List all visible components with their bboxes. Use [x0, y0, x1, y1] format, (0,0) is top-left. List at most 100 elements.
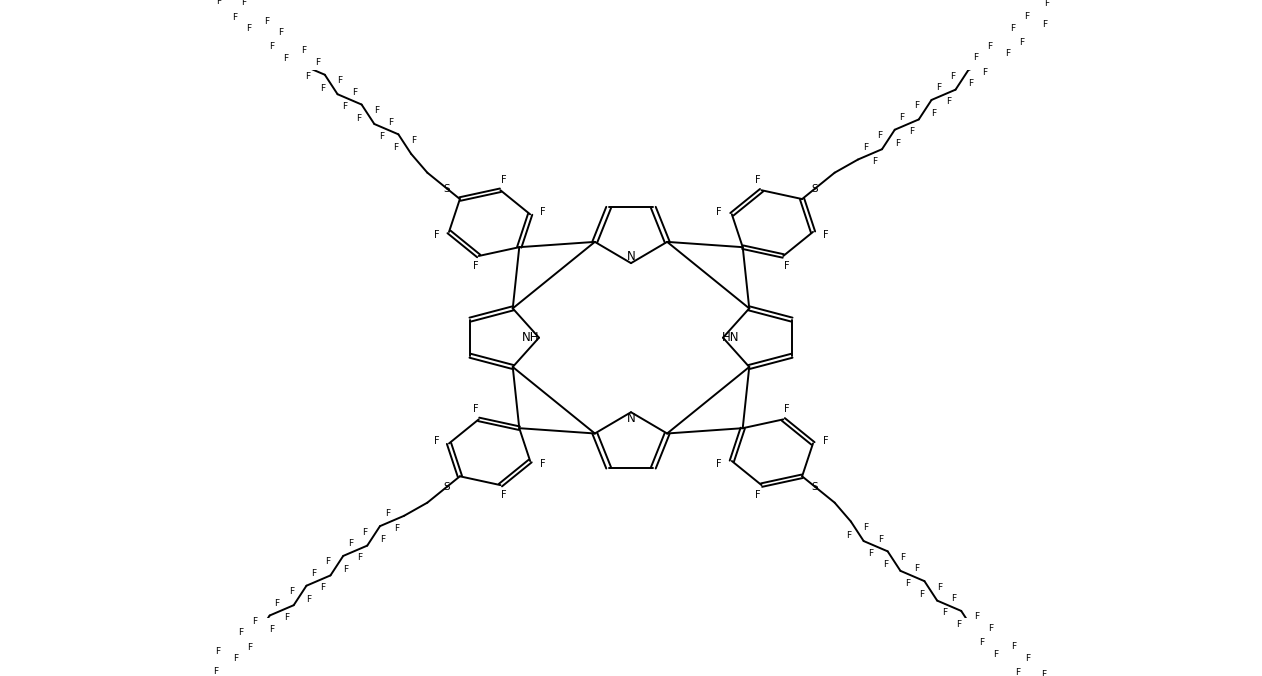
Text: F: F	[931, 109, 936, 118]
Text: NH: NH	[522, 331, 540, 344]
Text: F: F	[379, 132, 384, 141]
Text: F: F	[289, 587, 294, 596]
Text: F: F	[756, 175, 761, 185]
Text: F: F	[756, 490, 761, 500]
Text: F: F	[936, 83, 941, 92]
Text: F: F	[717, 207, 722, 216]
Text: F: F	[501, 490, 506, 500]
Text: F: F	[987, 42, 992, 51]
Text: F: F	[872, 157, 877, 166]
Text: F: F	[278, 28, 283, 37]
Text: N: N	[627, 250, 635, 263]
Text: F: F	[823, 436, 828, 445]
Text: F: F	[264, 17, 269, 26]
Text: F: F	[375, 106, 380, 115]
Text: F: F	[362, 527, 367, 537]
Text: F: F	[434, 230, 439, 240]
Text: F: F	[952, 594, 957, 603]
Text: F: F	[868, 549, 873, 558]
Text: F: F	[988, 624, 993, 633]
Text: F: F	[326, 558, 331, 566]
Text: F: F	[1016, 668, 1021, 676]
Text: F: F	[784, 404, 790, 414]
Text: F: F	[342, 102, 347, 111]
Text: F: F	[1011, 642, 1016, 651]
Text: F: F	[385, 509, 390, 518]
Text: F: F	[938, 583, 943, 592]
Text: F: F	[905, 579, 910, 587]
Text: F: F	[216, 0, 221, 5]
Text: F: F	[1044, 0, 1049, 8]
Text: F: F	[321, 583, 326, 592]
Text: S: S	[444, 184, 451, 194]
Text: S: S	[811, 481, 818, 491]
Text: F: F	[982, 68, 988, 76]
Text: F: F	[241, 0, 246, 7]
Text: F: F	[269, 43, 274, 51]
Text: F: F	[1010, 24, 1015, 32]
Text: F: F	[1020, 38, 1025, 47]
Text: F: F	[232, 13, 237, 22]
Text: F: F	[247, 643, 252, 652]
Text: F: F	[237, 629, 242, 637]
Text: F: F	[252, 617, 257, 626]
Text: F: F	[270, 625, 275, 633]
Text: F: F	[1041, 670, 1046, 676]
Text: F: F	[979, 638, 984, 647]
Text: F: F	[300, 47, 305, 55]
Text: F: F	[957, 620, 962, 629]
Text: F: F	[319, 84, 324, 93]
Text: F: F	[784, 261, 790, 271]
Text: F: F	[316, 58, 321, 67]
Text: F: F	[900, 553, 905, 562]
Text: F: F	[968, 79, 973, 88]
Text: F: F	[246, 24, 251, 33]
Text: F: F	[1041, 20, 1047, 28]
Text: F: F	[305, 72, 310, 81]
Text: F: F	[1025, 654, 1030, 662]
Text: F: F	[950, 72, 955, 80]
Text: F: F	[411, 136, 416, 145]
Text: F: F	[348, 539, 353, 548]
Text: F: F	[878, 535, 883, 544]
Text: F: F	[472, 261, 478, 271]
Text: F: F	[307, 595, 312, 604]
Text: F: F	[945, 97, 950, 106]
Text: F: F	[540, 459, 545, 468]
Text: F: F	[232, 654, 239, 663]
Text: F: F	[877, 131, 882, 140]
Text: F: F	[274, 599, 280, 608]
Text: F: F	[213, 667, 218, 676]
Text: F: F	[882, 560, 887, 569]
Text: F: F	[900, 113, 905, 122]
Text: F: F	[846, 531, 851, 539]
Text: S: S	[811, 184, 818, 194]
Text: F: F	[863, 523, 868, 532]
Text: F: F	[717, 459, 722, 468]
Text: F: F	[394, 524, 399, 533]
Text: F: F	[434, 436, 439, 445]
Text: F: F	[283, 54, 288, 63]
Text: F: F	[915, 564, 920, 573]
Text: F: F	[973, 53, 978, 62]
Text: F: F	[472, 404, 478, 414]
Text: F: F	[974, 612, 979, 621]
Text: F: F	[1023, 12, 1030, 21]
Text: F: F	[1005, 49, 1010, 58]
Text: F: F	[909, 127, 914, 137]
Text: F: F	[337, 76, 342, 85]
Text: F: F	[312, 569, 317, 578]
Text: F: F	[863, 143, 868, 151]
Text: F: F	[389, 118, 394, 126]
Text: F: F	[920, 590, 925, 599]
Text: F: F	[941, 608, 946, 617]
Text: F: F	[394, 143, 399, 152]
Text: F: F	[380, 535, 385, 544]
Text: F: F	[540, 207, 545, 216]
Text: F: F	[215, 647, 221, 656]
Text: F: F	[284, 613, 289, 622]
Text: F: F	[993, 650, 998, 658]
Text: F: F	[823, 230, 828, 240]
Text: S: S	[444, 481, 451, 491]
Text: F: F	[352, 88, 357, 97]
